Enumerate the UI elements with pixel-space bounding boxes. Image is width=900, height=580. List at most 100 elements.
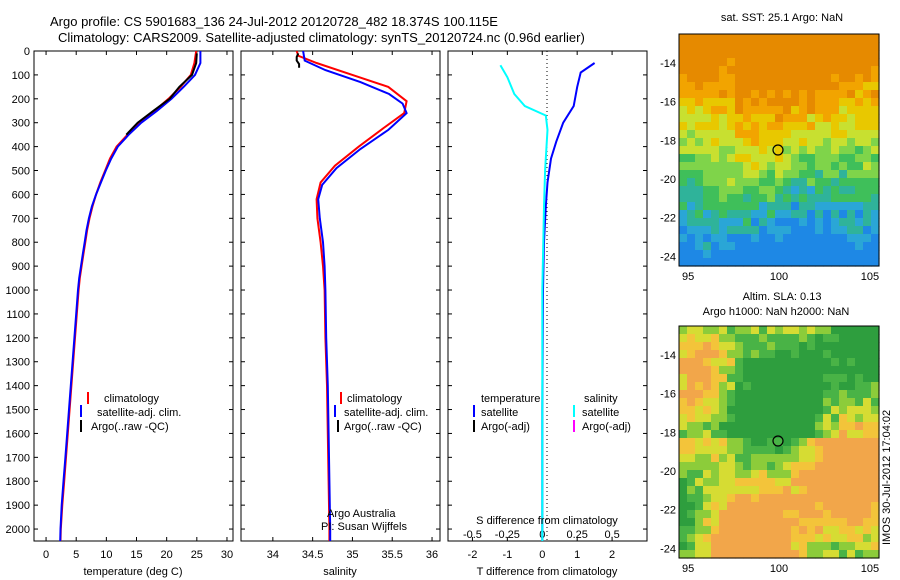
map-cell [727,422,736,431]
map-cell [719,358,728,367]
map-cell [743,154,752,163]
map-cell [775,446,784,455]
map-cell [783,526,792,535]
map-cell [839,34,848,43]
map-cell [815,534,824,543]
map-cell [863,130,872,139]
map-cell [775,162,784,171]
map-cell [727,242,736,251]
map-cell [847,494,856,503]
map-cell [759,406,768,415]
map-cell [807,422,816,431]
map-cell [711,430,720,439]
map-cell [863,242,872,251]
map-cell [719,218,728,227]
map-cell [815,494,824,503]
map-cell [855,154,864,163]
map-cell [759,390,768,399]
map-cell [703,350,712,359]
map-cell [847,510,856,519]
map-cell [839,358,848,367]
map-cell [743,342,752,351]
map-cell [815,390,824,399]
map-cell [735,242,744,251]
map-cell [815,162,824,171]
map-cell [711,66,720,75]
map-cell [831,518,840,527]
map-cell [703,34,712,43]
map-cell [791,226,800,235]
map-cell [711,234,720,243]
map-cell [791,502,800,511]
map-cell [767,74,776,83]
map-cell [767,210,776,219]
map-cell [735,234,744,243]
map-cell [783,50,792,59]
map-cell [695,170,704,179]
map-cell [823,470,832,479]
map-cell [823,374,832,383]
map-cell [719,154,728,163]
map-cell [695,242,704,251]
map-cell [687,374,696,383]
legend-label: Argo(-adj) [582,421,631,433]
map-cell [807,494,816,503]
map-cell [815,194,824,203]
map-cell [711,170,720,179]
map-cell [775,342,784,351]
map-cell [855,42,864,51]
map-cell [871,66,880,75]
map-cell [847,430,856,439]
map-cell [863,486,872,495]
map-cell [783,390,792,399]
map-cell [743,210,752,219]
map-cell [719,82,728,91]
map-cell [711,502,720,511]
map-cell [775,146,784,155]
sst-heatmap [679,34,880,267]
x-tick-label: 35 [346,549,358,561]
map-cell [743,358,752,367]
map-cell [703,510,712,519]
x-tick-label-top: -0.25 [495,529,520,541]
y-tick-label: 400 [12,142,30,154]
map-cell [695,518,704,527]
map-cell [767,90,776,99]
map-cell [719,326,728,335]
map-cell [759,550,768,559]
map-cell [839,374,848,383]
map-cell [735,334,744,343]
map-cell [783,226,792,235]
map-cell [751,518,760,527]
map-cell [719,90,728,99]
map-cell [759,106,768,115]
map-cell [839,50,848,59]
map-cell [863,470,872,479]
map-cell [751,526,760,535]
map-cell [719,550,728,559]
map-cell [855,398,864,407]
map-cell [759,34,768,43]
map-cell [735,430,744,439]
map-cell [807,154,816,163]
map-cell [807,414,816,423]
map-y-tick-label: -20 [660,466,676,478]
map-cell [823,334,832,343]
map-cell [759,334,768,343]
map-cell [823,478,832,487]
map-cell [815,90,824,99]
tick-layer: 0 5 10 15 20 25 300100200300400500600700800900… [6,46,880,575]
map-cell [743,34,752,43]
map-cell [807,342,816,351]
map-cell [871,382,880,391]
map-cell [839,122,848,131]
map-cell [783,430,792,439]
map-cell [783,534,792,543]
map-cell [703,138,712,147]
map-cell [687,534,696,543]
x-tick-label-top: 0.5 [604,529,619,541]
map-cell [775,122,784,131]
map-cell [735,226,744,235]
map-cell [847,74,856,83]
map-cell [679,90,688,99]
